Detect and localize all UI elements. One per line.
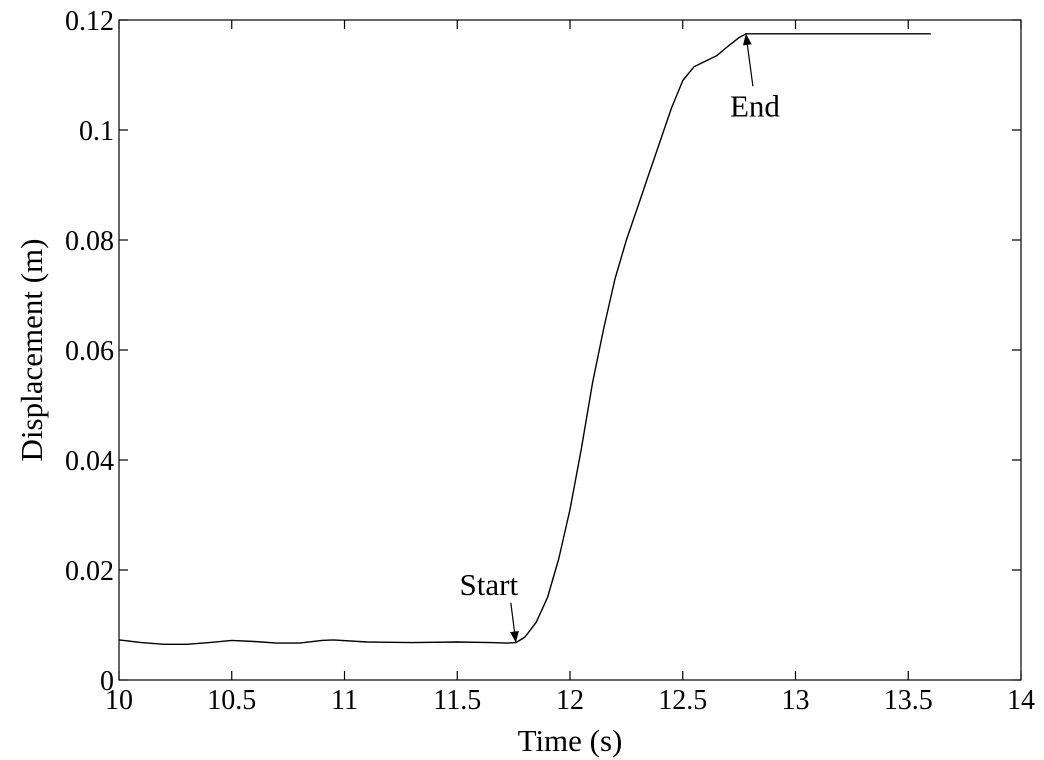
x-tick-label: 11 (331, 685, 358, 716)
y-tick-label: 0.06 (65, 336, 114, 367)
annotation-arrowhead (510, 630, 519, 643)
x-tick-labels: 10 10.5 11 11.5 12 12.5 13 13.5 14 (105, 685, 1035, 716)
y-tick-labels: 0 0.02 0.04 0.06 0.08 0.1 0.12 (65, 6, 114, 697)
y-tick-label: 0.08 (65, 226, 114, 257)
x-tick-label: 13 (782, 685, 810, 716)
series-layer (118, 33, 931, 645)
y-tick-label: 0 (100, 666, 114, 697)
x-tick-label: 13.5 (884, 685, 933, 716)
x-tick-label: 12 (556, 685, 584, 716)
x-tick-label: 10 (105, 685, 133, 716)
y-tick-label: 0.12 (65, 6, 114, 37)
x-tick-label: 10.5 (207, 685, 256, 716)
series-line (118, 33, 931, 645)
annotation-label: End (730, 88, 780, 123)
y-tick-label: 0.1 (79, 116, 114, 147)
x-axis-label: Time (s) (518, 723, 623, 758)
x-tick-label: 11.5 (433, 685, 481, 716)
annotation-arrowhead (742, 33, 752, 46)
x-tick-label: 12.5 (658, 685, 707, 716)
annotations: Start End (460, 33, 780, 643)
plot-frame (118, 19, 1022, 681)
y-axis-label: Displacement (m) (14, 239, 49, 462)
y-tick-label: 0.02 (65, 556, 114, 587)
annotation-label: Start (460, 567, 519, 602)
x-tick-label: 14 (1007, 685, 1035, 716)
y-tick-label: 0.04 (65, 446, 114, 477)
axis-ticks (118, 19, 1022, 681)
